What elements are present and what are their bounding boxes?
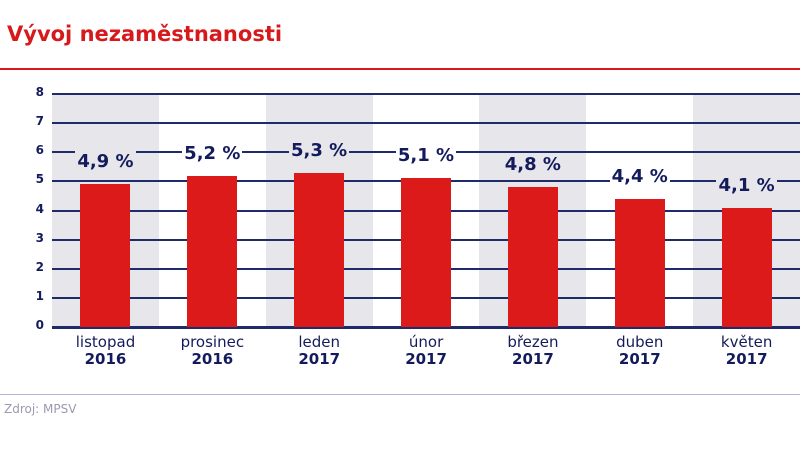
- year-label: 2017: [725, 350, 768, 368]
- year-label: 2016: [191, 350, 234, 368]
- gridline: [52, 122, 800, 125]
- bar: [614, 198, 665, 327]
- bar: [507, 187, 558, 327]
- data-label: 4,4 %: [587, 165, 693, 187]
- month-label: březen: [507, 333, 559, 351]
- x-category-label: duben 2017: [586, 334, 693, 368]
- y-tick-label: 1: [35, 288, 44, 303]
- data-label: 4,1 %: [694, 174, 800, 196]
- data-label: 5,1 %: [373, 145, 479, 167]
- source-divider: [0, 394, 800, 395]
- title-divider: [0, 68, 800, 70]
- year-label: 2017: [512, 350, 554, 368]
- month-label: květen: [720, 333, 773, 351]
- month-label: únor: [408, 333, 444, 351]
- bar: [80, 184, 131, 327]
- data-label: 5,2 %: [159, 142, 265, 164]
- bar: [401, 178, 451, 327]
- data-label-text: 4,1 %: [716, 174, 777, 196]
- y-tick-label: 7: [35, 114, 44, 129]
- source-note: Zdroj: MPSV: [4, 402, 77, 416]
- x-category-label: únor 2017: [373, 334, 480, 368]
- data-label-text: 4,4 %: [609, 165, 670, 187]
- bar: [187, 175, 238, 327]
- data-label-text: 4,8 %: [502, 154, 563, 176]
- year-label: 2016: [84, 350, 127, 368]
- x-category-label: květen 2017: [693, 334, 800, 368]
- data-label-text: 5,1 %: [395, 145, 457, 167]
- data-label-text: 5,2 %: [182, 142, 243, 164]
- month-label: listopad: [75, 333, 136, 351]
- x-category-label: listopad 2016: [52, 334, 159, 368]
- year-label: 2017: [405, 350, 447, 368]
- y-tick-label: 3: [35, 230, 44, 245]
- data-label: 5,3 %: [266, 139, 372, 161]
- y-tick-label: 8: [35, 85, 44, 99]
- y-tick-label: 2: [35, 259, 44, 274]
- y-tick-label: 5: [35, 172, 44, 187]
- x-category-label: březen 2017: [479, 334, 586, 368]
- gridline: [52, 93, 800, 95]
- y-tick-label: 0: [35, 318, 44, 332]
- x-axis-line: [52, 326, 800, 329]
- month-label: leden: [298, 333, 341, 351]
- y-tick-label: 4: [35, 201, 44, 216]
- data-label-text: 4,9 %: [75, 151, 136, 173]
- bar: [721, 207, 772, 327]
- data-label: 4,8 %: [480, 154, 586, 176]
- chart-title: Vývoj nezaměstnanosti: [7, 22, 283, 46]
- month-label: prosinec: [180, 333, 245, 351]
- x-category-label: prosinec 2016: [159, 334, 266, 368]
- year-label: 2017: [618, 350, 661, 368]
- data-label-text: 5,3 %: [289, 139, 350, 161]
- y-tick-label: 6: [35, 143, 44, 158]
- bar: [294, 172, 345, 327]
- year-label: 2017: [298, 350, 341, 368]
- month-label: duben: [616, 333, 664, 351]
- x-category-label: leden 2017: [266, 334, 373, 368]
- data-label: 4,9 %: [52, 151, 158, 173]
